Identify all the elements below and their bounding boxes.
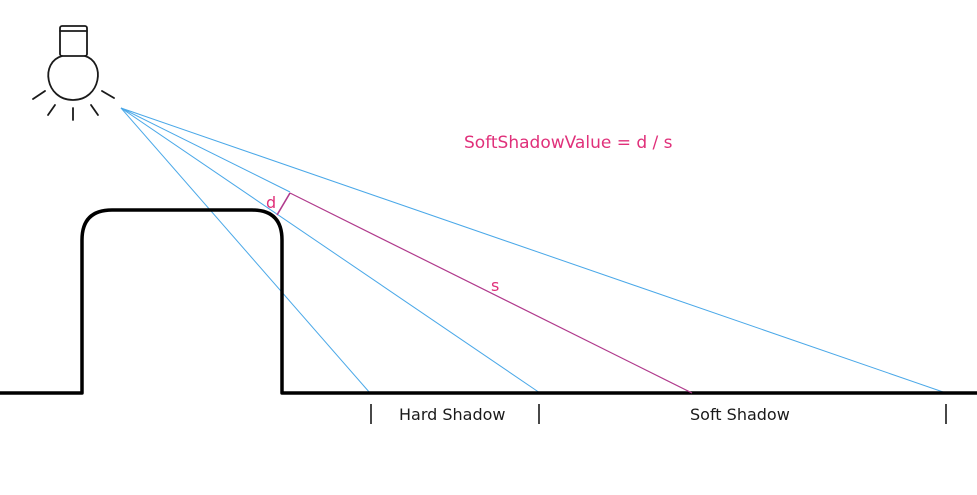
measure-s-line (289, 192, 693, 394)
bulb-glass (47, 55, 99, 101)
bulb-ray-5 (101, 90, 115, 99)
ray-hard-shadow-start (120, 107, 371, 394)
soft-shadow-label: Soft Shadow (690, 405, 790, 424)
region-ticks (370, 404, 947, 424)
ray-hard-shadow-end (120, 107, 541, 394)
bulb-base (59, 25, 88, 57)
formula-label: SoftShadowValue = d / s (464, 133, 673, 153)
bulb-ray-1 (32, 90, 46, 100)
light-bulb-icon (32, 25, 115, 121)
occluder-and-ground (0, 208, 977, 395)
bulb-ray-2 (47, 104, 56, 116)
bulb-ray-4 (90, 104, 99, 116)
measurements (276, 192, 693, 394)
d-label: d (266, 193, 276, 212)
measure-d-line (276, 192, 291, 216)
ray-to-d-point (120, 107, 291, 193)
light-rays (120, 107, 947, 394)
ray-soft-shadow-end (120, 107, 947, 394)
s-label: s (491, 276, 499, 295)
hard-shadow-label: Hard Shadow (399, 405, 506, 424)
